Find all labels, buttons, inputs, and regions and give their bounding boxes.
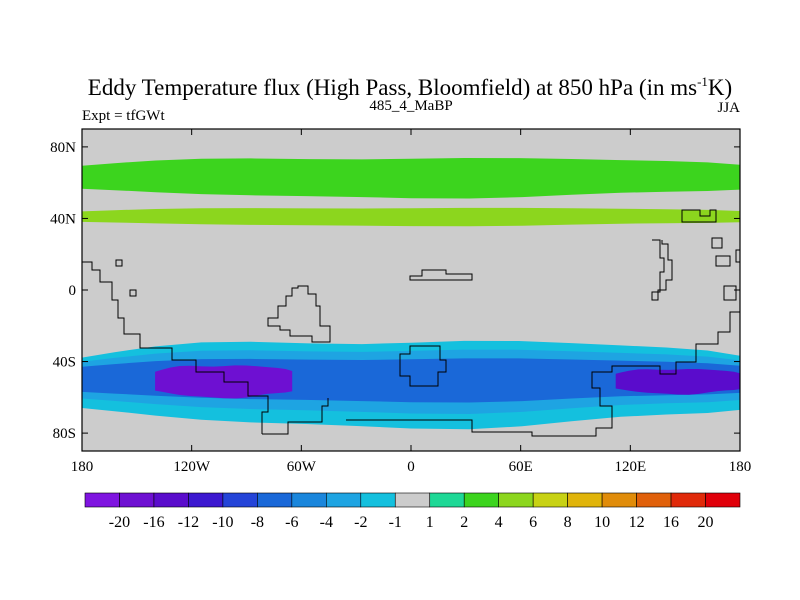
colorbar-box	[84, 492, 120, 508]
colorbar-label: -16	[143, 514, 164, 531]
colorbar-box	[257, 492, 293, 508]
colorbar-label: -6	[285, 514, 298, 531]
coastline-southern-ocean-island	[399, 345, 447, 387]
colorbar-box	[532, 492, 568, 508]
colorbar-box	[326, 492, 362, 508]
coastline-equatorial-island	[409, 269, 473, 281]
colorbar-label: -1	[389, 514, 402, 531]
colorbar-box	[567, 492, 603, 508]
coastline-pacific-islands	[115, 209, 740, 301]
flux-region-sh-west-pacific-maximum	[615, 369, 740, 395]
colorbar-label: 2	[460, 514, 468, 531]
x-axis: 180 120W 60W 0 60E 120E 180	[71, 129, 752, 475]
colorbar-label: 12	[629, 514, 645, 531]
colorbar-box	[705, 492, 741, 508]
coastline-africa	[267, 285, 331, 343]
x-tick-label: 60W	[287, 459, 317, 475]
x-tick-label: 120E	[614, 459, 646, 475]
left-subtitle: Expt = tfGWt	[82, 108, 165, 124]
colorbar-label: 1	[426, 514, 434, 531]
colorbar-box	[222, 492, 258, 508]
colorbar-box	[498, 492, 534, 508]
title-tail: K)	[708, 75, 732, 100]
colorbar-box	[394, 492, 431, 508]
colorbar-label: -12	[178, 514, 199, 531]
colorbar-label: 8	[564, 514, 572, 531]
flux-contour-fills	[82, 158, 740, 430]
right-subtitle: JJA	[717, 100, 740, 116]
continent-outlines	[82, 209, 740, 437]
colorbar-box	[153, 492, 189, 508]
coastline-australia-east	[651, 239, 673, 301]
colorbar-label: 6	[529, 514, 537, 531]
flux-region-nh-high-lat-band	[82, 158, 740, 199]
colorbar-box	[636, 492, 672, 508]
y-axis: 80N 40N 0 40S 80S	[50, 140, 740, 442]
x-tick-label: 180	[71, 459, 94, 475]
x-tick-label: 0	[407, 459, 415, 475]
colorbar-box	[119, 492, 155, 508]
colorbar-label: 20	[698, 514, 714, 531]
title-superscript: -1	[697, 74, 708, 89]
center-subtitle: 485_4_MaBP	[369, 98, 452, 114]
y-tick-label: 0	[69, 283, 77, 299]
x-tick-label: 180	[729, 459, 752, 475]
colorbar-label: 10	[594, 514, 610, 531]
colorbar-box	[670, 492, 706, 508]
colorbar-box	[463, 492, 499, 508]
colorbar-box	[291, 492, 327, 508]
x-tick-label: 120W	[173, 459, 211, 475]
plot-area	[82, 129, 740, 451]
colorbar-box	[360, 492, 396, 508]
coastline-antarctic-margin	[262, 311, 740, 437]
y-tick-label: 40S	[53, 355, 76, 371]
colorbar-label: -4	[320, 514, 333, 531]
colorbar-label: 16	[663, 514, 679, 531]
y-tick-label: 40N	[50, 211, 76, 227]
y-tick-label: 80N	[50, 140, 76, 156]
colorbar: -20 -16 -12 -10 -8 -6 -4 -2 -1 1 2 4 6 8 10 12 16 20	[84, 492, 741, 531]
chart-title: Eddy Temperature flux (High Pass, Bloomf…	[88, 74, 732, 100]
colorbar-box	[429, 492, 465, 508]
colorbar-label: -2	[354, 514, 367, 531]
colorbar-label: -20	[109, 514, 130, 531]
colorbar-box	[188, 492, 224, 508]
y-tick-label: 80S	[53, 426, 76, 442]
colorbar-box	[601, 492, 637, 508]
colorbar-label: 4	[495, 514, 503, 531]
colorbar-label: -8	[251, 514, 264, 531]
flux-region-nh-mid-lat-band	[82, 207, 740, 227]
x-tick-label: 60E	[509, 459, 533, 475]
coastline-south-america	[82, 261, 269, 434]
colorbar-label: -10	[212, 514, 233, 531]
